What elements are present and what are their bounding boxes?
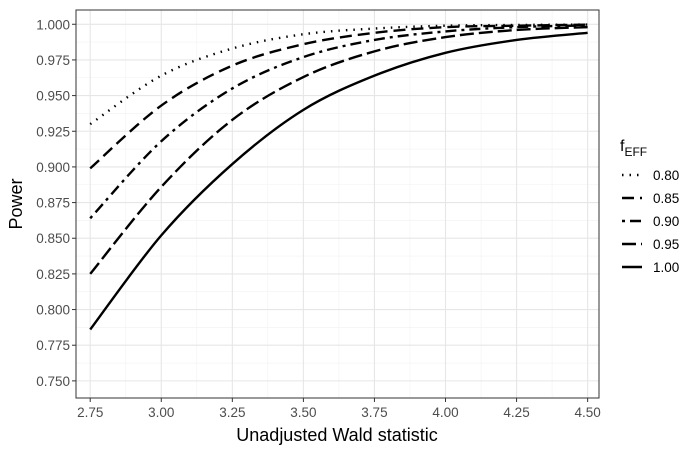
x-tick-label: 4.50 — [574, 405, 600, 420]
x-tick-label: 3.50 — [290, 405, 316, 420]
y-tick-label: 0.750 — [36, 374, 70, 389]
legend: fEFF 0.80 0.85 0.90 0.95 1.00 — [620, 138, 679, 275]
y-tick-label: 0.975 — [36, 53, 70, 68]
y-axis: 0.750 0.775 0.800 0.825 0.850 0.875 0.900 0.925… — [36, 17, 76, 389]
y-axis-title: Power — [6, 178, 26, 229]
series-line-0-85 — [89, 23, 588, 170]
y-tick-label: 0.950 — [36, 89, 70, 104]
x-axis: 2.75 3.00 3.25 3.50 3.75 4.00 4.25 4.50 — [77, 398, 601, 420]
x-axis-title: Unadjusted Wald statistic — [236, 425, 437, 445]
x-tick-label: 2.75 — [77, 405, 103, 420]
series-layer — [89, 23, 588, 331]
y-tick-label: 0.850 — [36, 231, 70, 246]
x-tick-label: 3.25 — [219, 405, 245, 420]
legend-title-sub: EFF — [624, 145, 647, 159]
series-line-1-00 — [89, 31, 588, 331]
legend-label-0-90: 0.90 — [653, 214, 679, 229]
legend-label-0-80: 0.80 — [653, 168, 679, 183]
y-tick-label: 0.900 — [36, 160, 70, 175]
panel-background — [76, 10, 599, 398]
legend-label-1-00: 1.00 — [653, 260, 679, 275]
y-tick-label: 0.800 — [36, 303, 70, 318]
panel-border — [75, 9, 600, 399]
legend-label-0-85: 0.85 — [653, 191, 679, 206]
x-tick-label: 4.25 — [503, 405, 529, 420]
grid-major — [76, 10, 599, 398]
legend-title-main: f — [620, 138, 625, 155]
x-tick-label: 4.00 — [432, 405, 458, 420]
y-tick-label: 0.875 — [36, 196, 70, 211]
y-tick-label: 1.000 — [36, 17, 70, 32]
legend-label-0-95: 0.95 — [653, 237, 679, 252]
y-tick-label: 0.775 — [36, 338, 70, 353]
y-tick-label: 0.925 — [36, 124, 70, 139]
x-tick-label: 3.00 — [148, 405, 174, 420]
series-line-0-90 — [89, 24, 588, 220]
y-tick-label: 0.825 — [36, 267, 70, 282]
grid-minor — [76, 10, 599, 398]
series-line-0-95 — [89, 25, 588, 275]
x-tick-label: 3.75 — [361, 405, 387, 420]
legend-title: fEFF — [620, 138, 647, 159]
legend-items: 0.80 0.85 0.90 0.95 1.00 — [622, 168, 679, 275]
